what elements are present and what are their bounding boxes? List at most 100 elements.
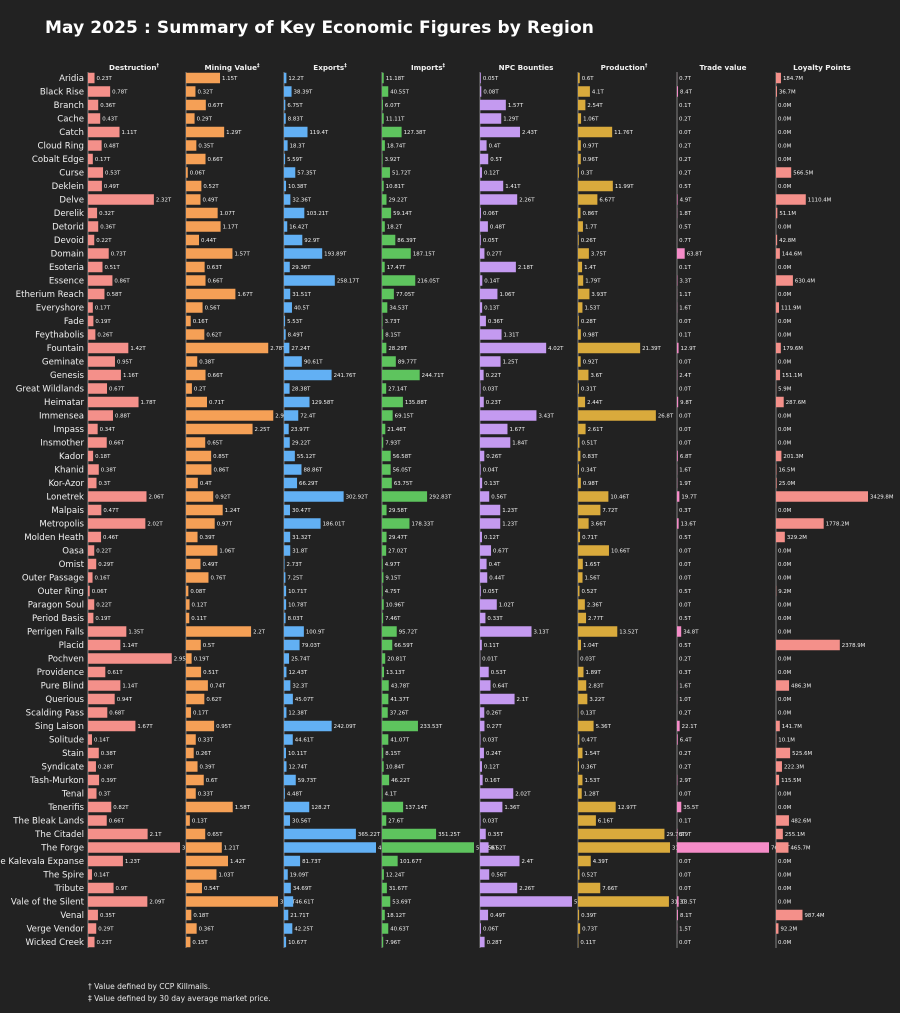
bar-npc-bounties-curse: [480, 167, 482, 178]
value-label-mining-value-branch: 0.67T: [208, 103, 224, 109]
bar-npc-bounties-immensea: [480, 410, 537, 421]
region-label-outer-passage: Outer Passage: [22, 574, 84, 584]
value-label-exports-verge-vendor: 42.25T: [294, 927, 313, 933]
value-label-npc-bounties-domain: 0.27T: [486, 252, 502, 258]
value-label-exports-vale-of-the-silent: 46.61T: [295, 900, 314, 906]
value-label-npc-bounties-stain: 0.24T: [486, 751, 502, 757]
bar-mining-value-domain: [186, 248, 233, 259]
region-label-derelik: Derelik: [54, 209, 84, 219]
value-label-mining-value-stain: 0.26T: [196, 751, 212, 757]
value-label-imports-pure-blind: 43.78T: [391, 684, 410, 690]
bar-exports-querious: [284, 693, 293, 705]
value-label-trade-value-syndicate: 0.2T: [679, 765, 692, 771]
bar-npc-bounties-querious: [480, 693, 515, 705]
value-label-imports-feythabolis: 8.15T: [385, 333, 401, 339]
bar-mining-value-detorid: [186, 221, 221, 232]
bar-loyalty-points-delve: [776, 194, 806, 205]
value-label-exports-impass: 23.97T: [291, 427, 310, 433]
bar-exports-placid: [284, 639, 300, 651]
value-label-trade-value-oasa: 0.0T: [679, 549, 692, 555]
bar-destruction-everyshore: [88, 302, 93, 313]
value-label-exports-geminate: 90.61T: [304, 360, 323, 366]
value-label-npc-bounties-venal: 0.49T: [490, 913, 506, 919]
value-label-destruction-aridia: 0.23T: [97, 76, 113, 82]
bar-mining-value-pure-blind: [186, 680, 208, 691]
bar-destruction-derelik: [88, 207, 98, 219]
region-label-essence: Essence: [49, 277, 84, 287]
bar-production-catch: [578, 126, 613, 138]
bar-mining-value-outer-passage: [186, 572, 209, 583]
value-label-trade-value-molden-heath: 0.5T: [679, 535, 692, 541]
value-label-exports-paragon-soul: 10.78T: [288, 603, 307, 609]
value-label-production-tenerifis: 12.97T: [618, 805, 637, 811]
bar-imports-esoteria: [382, 261, 385, 273]
bar-exports-outer-passage: [284, 572, 286, 583]
bar-imports-the-citadel: [382, 828, 437, 840]
bar-npc-bounties-tenal: [480, 788, 514, 799]
bar-imports-lonetrek: [382, 491, 428, 502]
value-label-loyalty-points-aridia: 184.7M: [783, 76, 803, 82]
bar-npc-bounties-everyshore: [480, 302, 483, 313]
value-label-mining-value-solitude: 0.33T: [198, 738, 214, 744]
value-label-production-outer-passage: 1.56T: [585, 576, 601, 582]
value-label-mining-value-omist: 0.49T: [202, 562, 218, 568]
region-label-verge-vendor: Verge Vendor: [26, 925, 84, 935]
bar-npc-bounties-the-kalevala-expanse: [480, 855, 520, 867]
value-label-imports-devoid: 86.39T: [397, 238, 416, 244]
bar-destruction-kor-azor: [88, 477, 97, 489]
value-label-mining-value-outer-ring: 0.08T: [190, 589, 206, 595]
bar-mining-value-branch: [186, 99, 206, 111]
value-label-production-tribute: 7.66T: [602, 886, 618, 892]
value-label-production-period-basis: 2.77T: [588, 616, 604, 622]
value-label-trade-value-tenal: 0.0T: [679, 792, 692, 798]
value-label-exports-detorid: 16.42T: [289, 225, 308, 231]
value-label-production-the-bleak-lands: 6.16T: [598, 819, 614, 825]
value-label-trade-value-paragon-soul: 0.0T: [679, 603, 692, 609]
value-label-loyalty-points-tenerifis: 0.0M: [778, 805, 792, 811]
bar-mining-value-heimatar: [186, 396, 208, 408]
region-label-domain: Domain: [51, 250, 84, 260]
bar-mining-value-insmother: [186, 437, 206, 448]
value-label-loyalty-points-kor-azor: 25.0M: [779, 481, 796, 487]
value-label-destruction-solitude: 0.14T: [94, 738, 110, 744]
bar-production-insmother: [578, 437, 580, 448]
bar-npc-bounties-essence: [480, 275, 483, 286]
value-label-exports-genesis: 241.76T: [334, 373, 357, 379]
value-label-imports-querious: 41.37T: [390, 697, 409, 703]
bar-destruction-kador: [88, 450, 94, 462]
value-label-loyalty-points-placid: 2378.9M: [842, 643, 866, 649]
value-label-loyalty-points-venal: 987.4M: [804, 913, 824, 919]
bar-production-great-wildlands: [578, 383, 579, 394]
value-label-production-branch: 2.54T: [587, 103, 603, 109]
bar-destruction-essence: [88, 275, 113, 286]
column-header-trade-value: Trade value: [699, 63, 746, 72]
value-label-mining-value-esoteria: 0.63T: [207, 265, 223, 271]
value-label-imports-etherium-reach: 77.05T: [396, 292, 415, 298]
value-label-npc-bounties-kador: 0.26T: [486, 454, 502, 460]
value-label-trade-value-verge-vendor: 1.5T: [679, 927, 692, 933]
bar-exports-tash-murkon: [284, 774, 296, 786]
bar-destruction-oasa: [88, 545, 95, 556]
value-label-npc-bounties-the-citadel: 0.35T: [488, 832, 504, 838]
value-label-trade-value-kor-azor: 1.9T: [679, 481, 692, 487]
bar-mining-value-verge-vendor: [186, 923, 197, 934]
bar-npc-bounties-tenerifis: [480, 801, 503, 813]
bar-destruction-geminate: [88, 356, 115, 367]
value-label-npc-bounties-cloud-ring: 0.4T: [489, 144, 502, 150]
bar-production-derelik: [578, 207, 581, 219]
bar-destruction-esoteria: [88, 261, 103, 273]
value-label-exports-deklein: 10.38T: [288, 184, 307, 190]
bar-exports-kador: [284, 450, 295, 462]
bar-mining-value-genesis: [186, 369, 206, 381]
bar-production-cloud-ring: [578, 140, 581, 151]
bar-npc-bounties-cache: [480, 113, 502, 124]
value-label-production-fade: 0.28T: [581, 319, 597, 325]
value-label-mining-value-cobalt-edge: 0.66T: [208, 157, 224, 163]
bar-mining-value-placid: [186, 639, 201, 651]
bar-loyalty-points-aridia: [776, 72, 781, 84]
value-label-trade-value-outer-ring: 0.5T: [679, 589, 692, 595]
bar-npc-bounties-period-basis: [480, 612, 486, 624]
value-label-trade-value-insmother: 0.0T: [679, 441, 692, 447]
bar-npc-bounties-khanid: [480, 464, 481, 475]
panel-loyalty-points: Loyalty Points 184.7M 36.7M 0.0M 0.0M 0.0M 0.0…: [775, 63, 894, 948]
